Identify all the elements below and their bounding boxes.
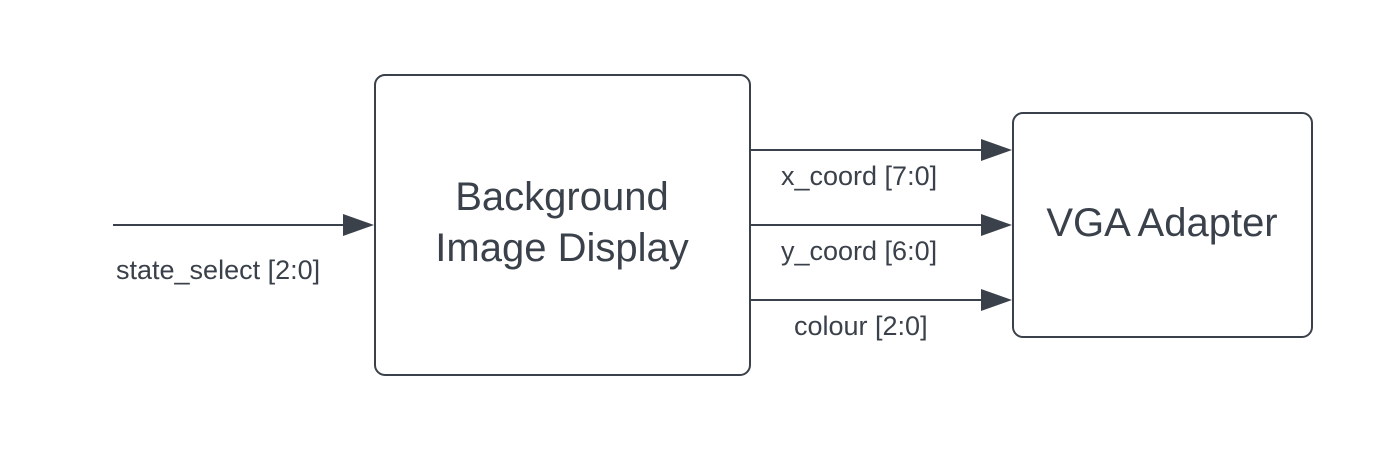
state-select-arrowhead	[343, 214, 374, 236]
vga-adapter-box	[1012, 112, 1313, 338]
vga-adapter-block: VGA Adapter	[1012, 112, 1313, 338]
x-coord-label: x_coord [7:0]	[781, 161, 937, 191]
colour-connection: colour [2:0]	[750, 289, 1012, 341]
x-coord-connection: x_coord [7:0]	[750, 139, 1012, 191]
background-image-display-title-line1: Background	[455, 175, 668, 219]
colour-label: colour [2:0]	[794, 311, 928, 341]
state-select-connection: state_select [2:0]	[113, 214, 374, 285]
y-coord-label: y_coord [6:0]	[781, 236, 937, 266]
y-coord-connection: y_coord [6:0]	[750, 214, 1012, 266]
vga-adapter-title: VGA Adapter	[1046, 201, 1277, 245]
colour-arrowhead	[981, 289, 1012, 311]
state-select-label: state_select [2:0]	[116, 255, 320, 285]
background-image-display-box	[374, 74, 751, 376]
x-coord-arrowhead	[981, 139, 1012, 161]
background-image-display-block: Background Image Display	[374, 74, 751, 376]
background-image-display-title-line2: Image Display	[435, 226, 688, 270]
y-coord-arrowhead	[981, 214, 1012, 236]
